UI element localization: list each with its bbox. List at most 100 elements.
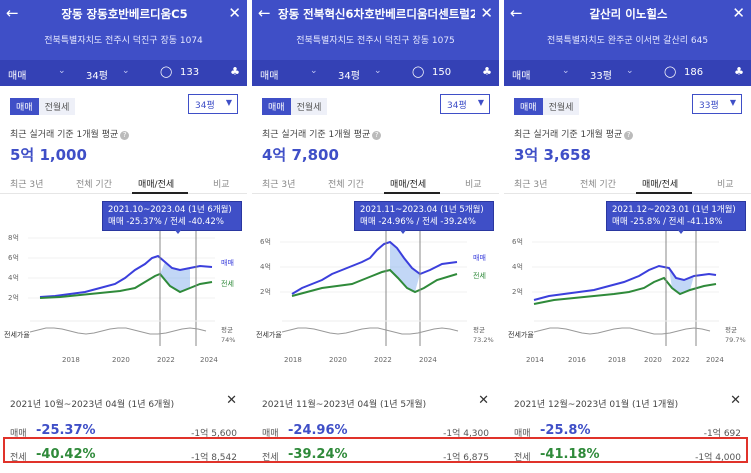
x-axis-labels: 2014 2016 2018 2020 2022 2024: [526, 356, 724, 364]
bell-icon[interactable]: ♣: [734, 65, 744, 78]
chart-tabs: 최근 3년 전체 기간 매매/전세 비교: [504, 172, 751, 194]
close-icon[interactable]: ✕: [228, 4, 241, 22]
lease-change-amount: -1억 4,000: [695, 453, 741, 463]
sale-row-label: 매매: [262, 429, 279, 439]
ratio-avg-label: 평균: [221, 325, 233, 334]
tooltip-arrow: [174, 229, 182, 234]
close-icon[interactable]: ✕: [730, 393, 741, 408]
filter-bar: 매매 ⌄ 33평 ⌄ ◯ 186 ♣: [504, 60, 751, 86]
comment-icon[interactable]: ◯: [412, 65, 425, 78]
area-dropdown[interactable]: 34평: [86, 71, 108, 82]
close-icon[interactable]: ✕: [732, 4, 745, 22]
gridlines: [280, 241, 467, 293]
sale-change-percent: -25.8%: [540, 423, 591, 438]
bell-icon[interactable]: ♣: [230, 65, 240, 78]
tab-all-period[interactable]: 전체 기간: [328, 180, 364, 190]
x-axis-labels: 2018 2020 2022 2024: [284, 356, 437, 364]
drop-area-fill: [390, 242, 420, 292]
y-tick-label: 2억: [260, 288, 271, 296]
size-select[interactable]: 33평 ▼: [692, 94, 742, 114]
legend-sale-label: 매매: [473, 254, 486, 262]
filter-bar: 매매 ⌄ 34평 ⌄ ◯ 150 ♣: [252, 60, 499, 86]
segment-lease-button[interactable]: 전월세: [38, 98, 76, 115]
tab-recent-3y[interactable]: 최근 3년: [10, 180, 44, 190]
back-arrow-icon[interactable]: ←: [6, 4, 19, 22]
info-icon[interactable]: ?: [372, 131, 382, 140]
legend-lease-label: 전세: [221, 279, 234, 288]
y-axis-labels: 6억 4억 2억: [512, 238, 523, 296]
ratio-axis-label: 전세가율: [256, 330, 282, 339]
x-tick-label: 2024: [706, 356, 724, 364]
trade-type-dropdown[interactable]: 매매: [260, 71, 279, 82]
tab-all-period[interactable]: 전체 기간: [76, 180, 112, 190]
lease-price-line: [533, 276, 717, 305]
segment-sale-button[interactable]: 매매: [514, 98, 543, 115]
y-tick-label: 6억: [260, 238, 271, 246]
area-dropdown[interactable]: 34평: [338, 71, 360, 82]
filter-bar: 매매 ⌄ 34평 ⌄ ◯ 133 ♣: [0, 60, 247, 86]
page-title: 장동 전북혁신6차호반베르디움더센트럴2: [278, 7, 475, 21]
close-icon[interactable]: ✕: [226, 393, 237, 408]
lease-ratio-line: [29, 327, 207, 335]
tab-recent-3y[interactable]: 최근 3년: [262, 180, 296, 190]
size-select-value: 33평: [699, 101, 719, 111]
segment-lease-button[interactable]: 전월세: [542, 98, 580, 115]
sale-change-row: 매매 -24.96% -1억 4,300: [252, 420, 499, 442]
y-tick-label: 4억: [8, 274, 19, 282]
sale-price-line: [291, 240, 458, 295]
trade-type-dropdown[interactable]: 매매: [8, 71, 27, 82]
page-title: 갈산리 이노힐스: [589, 7, 668, 21]
drop-area-fill: [160, 262, 190, 292]
tab-compare[interactable]: 비교: [717, 180, 734, 190]
ratio-avg-label: 평균: [473, 325, 485, 334]
tab-all-period[interactable]: 전체 기간: [580, 180, 616, 190]
tooltip-arrow: [399, 229, 407, 234]
sale-change-row: 매매 -25.37% -1억 5,600: [0, 420, 247, 442]
x-tick-label: 2022: [157, 356, 175, 364]
info-icon[interactable]: ?: [120, 131, 130, 140]
bell-icon[interactable]: ♣: [482, 65, 492, 78]
size-select[interactable]: 34평 ▼: [440, 94, 490, 114]
comment-icon[interactable]: ◯: [664, 65, 677, 78]
chevron-down-icon: ⌄: [562, 66, 570, 76]
lease-change-row: 전세 -40.42% -1억 8,542: [0, 444, 247, 466]
drop-area-fill: [669, 268, 694, 294]
price-chart[interactable]: 6억 4억 2억 전세가율 평균 79.7% 2014 2016 2018 2020 202…: [504, 196, 751, 366]
lease-change-percent: -41.18%: [540, 447, 600, 462]
trade-type-dropdown[interactable]: 매매: [512, 71, 531, 82]
tab-sale-lease[interactable]: 매매/전세: [138, 180, 175, 190]
comment-count[interactable]: 150: [432, 67, 452, 78]
active-tab-underline: [636, 192, 692, 194]
x-tick-label: 2016: [568, 356, 586, 364]
y-tick-label: 4억: [512, 263, 523, 271]
lease-change-row: 전세 -39.24% -1억 6,875: [252, 444, 499, 466]
lease-change-row: 전세 -41.18% -1억 4,000: [504, 444, 751, 466]
tab-compare[interactable]: 비교: [213, 180, 230, 190]
comment-count[interactable]: 186: [684, 67, 704, 78]
active-tab-underline: [384, 192, 440, 194]
x-tick-label: 2022: [374, 356, 392, 364]
tab-sale-lease[interactable]: 매매/전세: [390, 180, 427, 190]
close-icon[interactable]: ✕: [478, 393, 489, 408]
info-icon[interactable]: ?: [624, 131, 634, 140]
back-arrow-icon[interactable]: ←: [258, 4, 271, 22]
tab-sale-lease[interactable]: 매매/전세: [642, 180, 679, 190]
comment-icon[interactable]: ◯: [160, 65, 173, 78]
tab-compare[interactable]: 비교: [465, 180, 482, 190]
size-select[interactable]: 34평 ▼: [188, 94, 238, 114]
tab-recent-3y[interactable]: 최근 3년: [514, 180, 548, 190]
segment-sale-button[interactable]: 매매: [262, 98, 291, 115]
x-tick-label: 2020: [112, 356, 130, 364]
close-icon[interactable]: ✕: [480, 4, 493, 22]
page-title: 장동 장동호반베르디움C5: [61, 7, 188, 21]
caret-down-icon: ▼: [477, 98, 484, 107]
segment-lease-button[interactable]: 전월세: [290, 98, 328, 115]
sale-row-label: 매매: [514, 429, 531, 439]
segment-sale-button[interactable]: 매매: [10, 98, 39, 115]
comment-count[interactable]: 133: [180, 67, 200, 78]
back-arrow-icon[interactable]: ←: [510, 4, 523, 22]
area-dropdown[interactable]: 33평: [590, 71, 612, 82]
chevron-down-icon: ⌄: [58, 66, 66, 76]
